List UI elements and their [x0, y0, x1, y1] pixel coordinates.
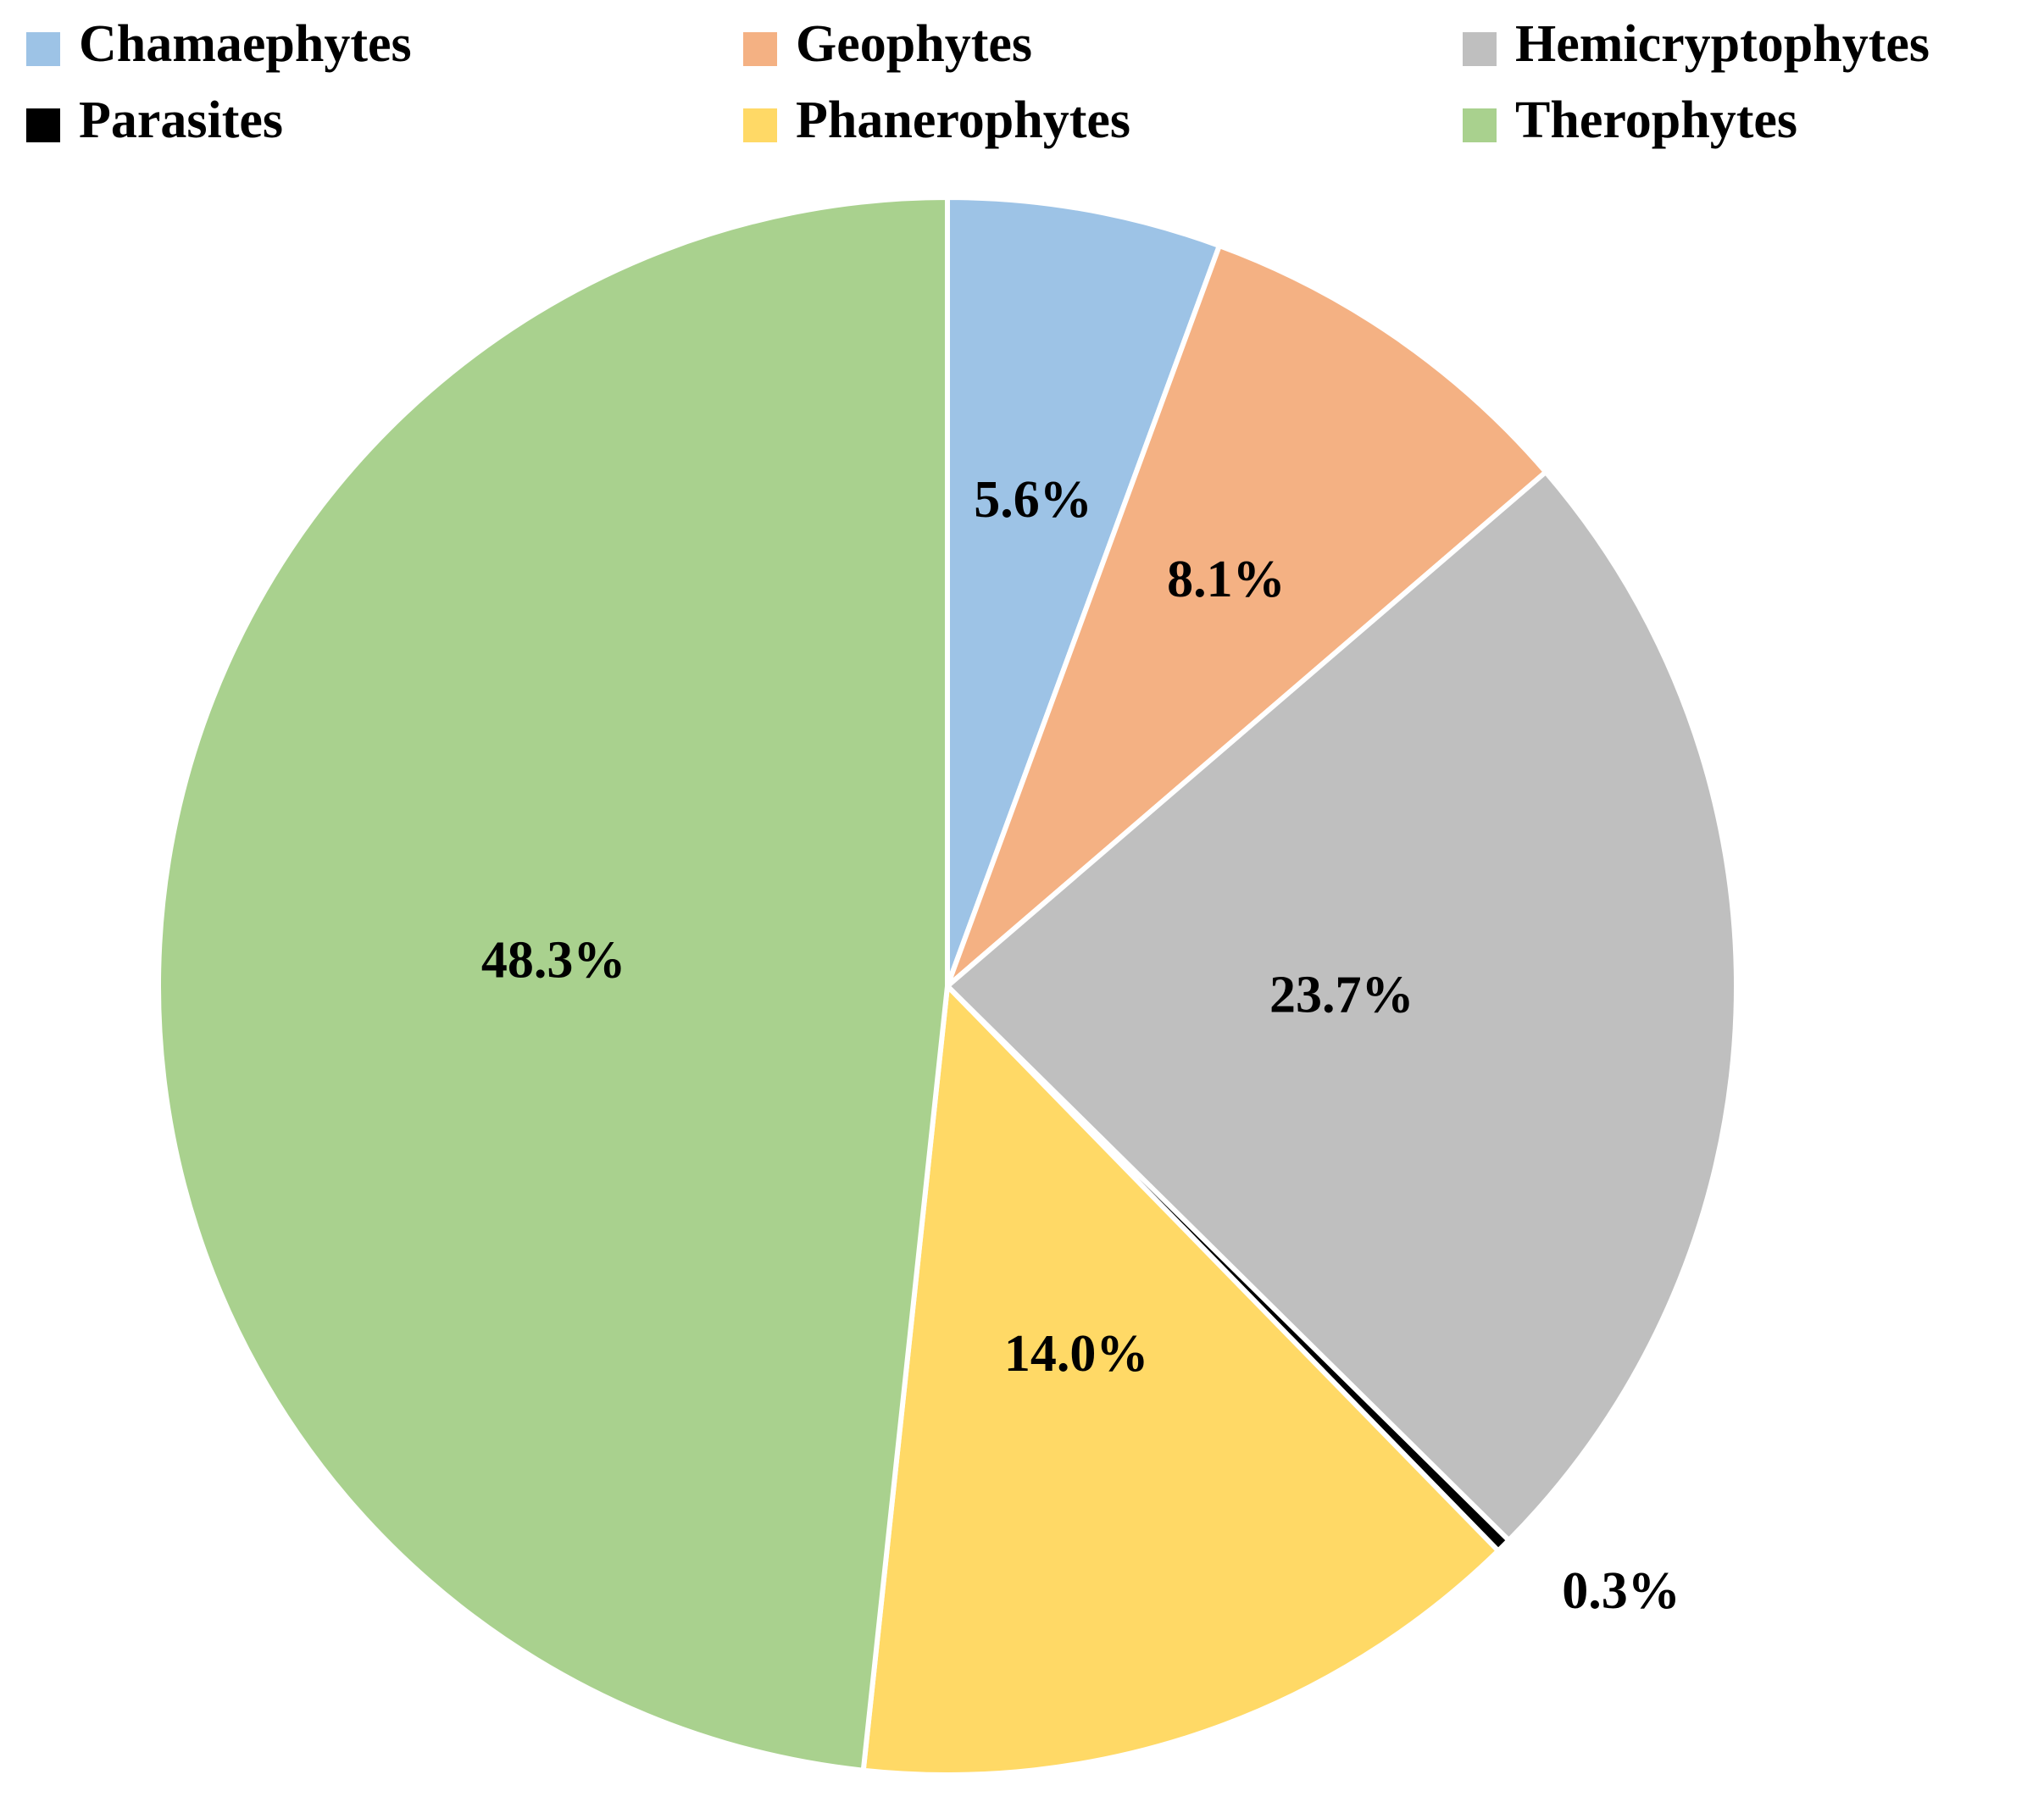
- legend-label: Phanerophytes: [796, 91, 1130, 149]
- legend-swatch: [26, 32, 60, 66]
- data-label: 0.3%: [1562, 1562, 1680, 1620]
- legend-swatch: [743, 32, 777, 66]
- legend-swatch: [1463, 32, 1497, 66]
- pie-slice: [945, 469, 1739, 1544]
- pie-slice: [156, 195, 950, 1773]
- legend-swatch: [1463, 108, 1497, 142]
- legend-label: Therophytes: [1515, 91, 1797, 149]
- data-label: 14.0%: [1004, 1325, 1149, 1383]
- data-label: 23.7%: [1269, 966, 1414, 1023]
- legend-label: Parasites: [79, 91, 283, 149]
- pie-slice: [860, 984, 1501, 1777]
- pie-slice: [945, 243, 1549, 989]
- legend-swatch: [26, 108, 60, 142]
- data-label: 8.1%: [1167, 551, 1286, 608]
- legend-label: Hemicryptophytes: [1515, 15, 1930, 73]
- data-label: 5.6%: [974, 471, 1092, 529]
- legend-label: Chamaephytes: [79, 15, 412, 73]
- data-label: 48.3%: [481, 931, 626, 989]
- pie-slice: [945, 195, 1222, 989]
- legend-swatch: [743, 108, 777, 142]
- legend-label: Geophytes: [796, 15, 1032, 73]
